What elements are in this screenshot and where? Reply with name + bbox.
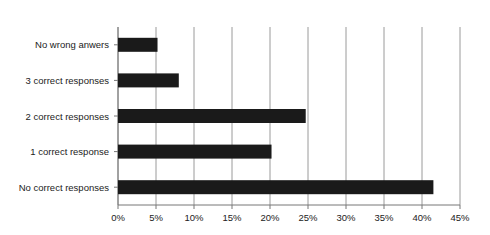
category-label: No correct responses: [19, 182, 110, 193]
category-tick: [114, 80, 118, 81]
tick-label: 45%: [450, 212, 470, 223]
tick-mark: [232, 205, 233, 209]
tick-mark: [194, 205, 195, 209]
category-tick: [114, 116, 118, 117]
category-label: 1 correct response: [30, 146, 109, 157]
bar: [118, 73, 179, 87]
x-axis-line: [118, 205, 460, 206]
category-tick: [114, 44, 118, 45]
tick-mark: [460, 205, 461, 209]
tick-label: 40%: [412, 212, 432, 223]
tick-label: 35%: [374, 212, 394, 223]
category-tick: [114, 187, 118, 188]
chart: 0% 5% 10% 15% 20% 25% 30% 35% 40% 45% No wrong anw…: [0, 0, 490, 235]
grid-line: [346, 27, 347, 205]
tick-mark: [118, 205, 119, 209]
tick-label: 5%: [149, 212, 163, 223]
bar: [118, 145, 272, 159]
tick-mark: [346, 205, 347, 209]
bars: [118, 38, 433, 194]
tick-mark: [308, 205, 309, 209]
category-tick: [114, 151, 118, 152]
tick-label: 15%: [222, 212, 242, 223]
tick-label: 0%: [111, 212, 125, 223]
category-label: 2 correct responses: [26, 111, 110, 122]
tick-label: 20%: [260, 212, 280, 223]
tick-mark: [384, 205, 385, 209]
grid-line: [422, 27, 423, 205]
tick-label: 10%: [184, 212, 204, 223]
tick-mark: [422, 205, 423, 209]
bar: [118, 38, 158, 52]
tick-mark: [270, 205, 271, 209]
bar: [118, 180, 433, 194]
category-label: 3 correct responses: [26, 75, 110, 86]
bar: [118, 109, 306, 123]
grid-line: [460, 27, 461, 205]
grid-line: [308, 27, 309, 205]
tick-label: 30%: [336, 212, 356, 223]
tick-label: 25%: [298, 212, 318, 223]
grid-line: [384, 27, 385, 205]
tick-mark: [156, 205, 157, 209]
category-label: No wrong anwers: [35, 39, 109, 50]
